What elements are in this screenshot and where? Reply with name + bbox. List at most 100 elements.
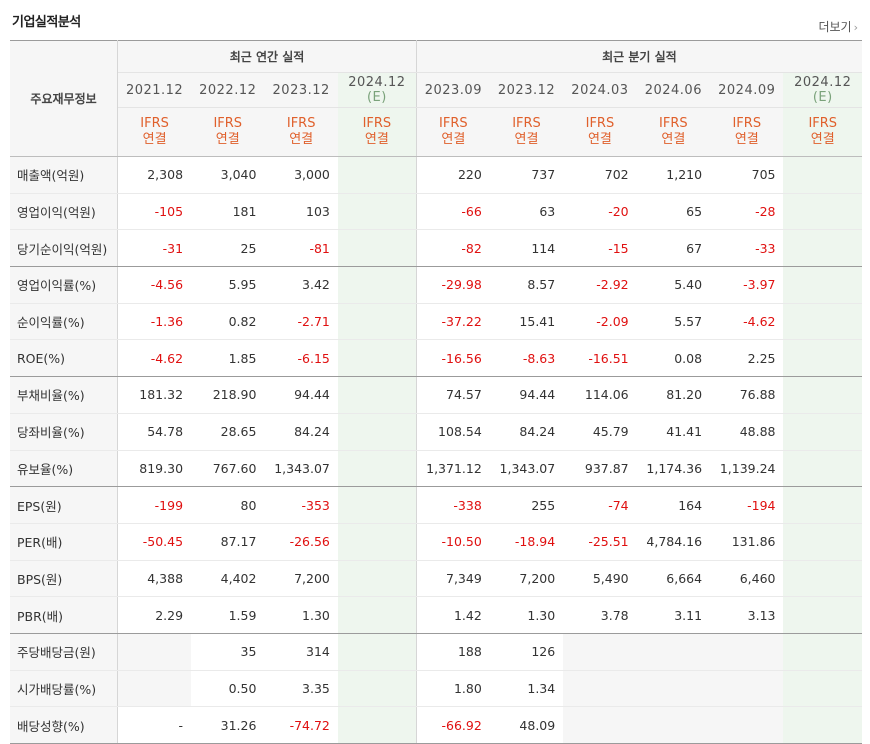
table-cell: 5,490 xyxy=(563,560,637,598)
table-cell xyxy=(337,633,417,671)
row-label: ROE(%) xyxy=(10,339,119,378)
consolidated-label: 연결 xyxy=(441,132,466,147)
table-cell: 702 xyxy=(563,156,637,194)
table-cell: -37.22 xyxy=(416,303,490,341)
table-cell: -18.94 xyxy=(489,523,564,561)
table-cell: -26.56 xyxy=(264,523,338,561)
table-cell xyxy=(563,706,637,744)
table-cell: -31 xyxy=(117,229,192,268)
period-label: 2022.12 xyxy=(199,82,257,98)
table-row: 당기순이익(억원) -31 25 -81 -82 114 -15 67 -33 xyxy=(10,229,862,268)
table-cell xyxy=(337,596,417,634)
accounting-standard: IFRS 연결 xyxy=(783,107,862,157)
table-cell: -50.45 xyxy=(117,523,192,561)
table-cell xyxy=(636,706,711,744)
consolidated-label: 연결 xyxy=(587,132,612,147)
row-label: BPS(원) xyxy=(10,560,119,598)
table-cell: 4,388 xyxy=(117,560,192,598)
table-cell xyxy=(337,413,417,451)
period-header: 2024.06 xyxy=(636,72,711,108)
table-cell xyxy=(783,339,862,378)
period-header: 2024.03 xyxy=(563,72,637,108)
group-annual-header: 최근 연간 실적 xyxy=(117,40,417,73)
period-label: 2023.12 xyxy=(272,82,330,98)
table-cell: 6,460 xyxy=(710,560,784,598)
accounting-standard: IFRS 연결 xyxy=(416,107,490,157)
table-row: 부채비율(%) 181.32 218.90 94.44 74.57 94.44 114.06… xyxy=(10,376,862,414)
consolidated-label: 연결 xyxy=(289,132,314,147)
table-cell: -16.56 xyxy=(416,339,490,378)
table-cell xyxy=(337,156,417,194)
table-cell: 1,210 xyxy=(636,156,711,194)
table-cell: -2.71 xyxy=(264,303,338,341)
table-cell: 15.41 xyxy=(489,303,564,341)
table-cell: 181.32 xyxy=(117,376,192,414)
table-cell xyxy=(783,413,862,451)
table-cell: 126 xyxy=(489,633,564,671)
estimate-label: (E) xyxy=(366,90,387,105)
accounting-standard: IFRS 연결 xyxy=(563,107,637,157)
table-cell: 1.34 xyxy=(489,670,564,708)
table-cell: 45.79 xyxy=(563,413,637,451)
more-label: 더보기 xyxy=(818,20,852,34)
table-cell: 1.30 xyxy=(264,596,338,634)
table-cell: -4.62 xyxy=(117,339,192,378)
table-cell: 3.13 xyxy=(710,596,784,634)
table-cell: -20 xyxy=(563,193,637,231)
more-link[interactable]: 더보기 › xyxy=(818,18,858,35)
chevron-right-icon: › xyxy=(853,21,858,34)
consolidated-label: 연결 xyxy=(514,132,539,147)
table-cell: 705 xyxy=(710,156,784,194)
row-label: 영업이익(억원) xyxy=(10,193,119,231)
standard-label: IFRS xyxy=(140,116,169,131)
period-label: 2024.09 xyxy=(718,82,776,98)
table-cell: 131.86 xyxy=(710,523,784,561)
table-cell: 63 xyxy=(489,193,564,231)
table-cell: -8.63 xyxy=(489,339,564,378)
table-cell: -15 xyxy=(563,229,637,268)
table-cell: 48.09 xyxy=(489,706,564,744)
table-cell: 737 xyxy=(489,156,564,194)
table-row: 영업이익(억원) -105 181 103 -66 63 -20 65 -28 xyxy=(10,193,862,231)
table-cell: 114 xyxy=(489,229,564,268)
table-cell xyxy=(337,486,417,524)
table-row: 배당성향(%) -31.26 -74.72 -66.92 48.09 xyxy=(10,706,862,744)
standard-label: IFRS xyxy=(585,116,615,131)
table-cell: 3.42 xyxy=(264,266,338,304)
period-label: 2024.03 xyxy=(571,82,629,98)
table-cell: 1.80 xyxy=(416,670,490,708)
standard-label: IFRS xyxy=(732,116,762,131)
table-cell xyxy=(337,303,417,341)
table-row: 유보율(%) 819.30 767.60 1,343.07 1,371.12 1,343.… xyxy=(10,450,862,488)
table-cell: 65 xyxy=(636,193,711,231)
period-header: 2024.12 (E) xyxy=(337,72,417,108)
table-cell: -4.56 xyxy=(117,266,192,304)
row-header-label: 주요재무정보 xyxy=(10,40,119,157)
standard-label: IFRS xyxy=(512,116,541,131)
standard-label: IFRS xyxy=(659,116,688,131)
table-cell: 1,371.12 xyxy=(416,450,490,488)
row-label: EPS(원) xyxy=(10,486,119,524)
table-cell: 3.78 xyxy=(563,596,637,634)
table-cell xyxy=(710,706,784,744)
table-cell: 76.88 xyxy=(710,376,784,414)
period-label: 2024.06 xyxy=(644,82,702,98)
table-cell xyxy=(783,229,862,268)
table-cell xyxy=(117,670,192,708)
table-cell xyxy=(783,596,862,634)
table-cell: -74 xyxy=(563,486,637,524)
table-cell: 4,784.16 xyxy=(636,523,711,561)
accounting-standard: IFRS 연결 xyxy=(117,107,192,157)
row-label: PER(배) xyxy=(10,523,119,561)
consolidated-label: 연결 xyxy=(215,132,240,147)
table-cell: 3,000 xyxy=(264,156,338,194)
table-cell: -66.92 xyxy=(416,706,490,744)
table-cell: 7,349 xyxy=(416,560,490,598)
table-cell xyxy=(710,633,784,671)
row-label: 부채비율(%) xyxy=(10,376,119,414)
period-header: 2023.12 xyxy=(489,72,564,108)
consolidated-label: 연결 xyxy=(810,132,835,147)
table-cell xyxy=(337,523,417,561)
table-cell xyxy=(783,523,862,561)
table-row: ROE(%) -4.62 1.85 -6.15 -16.56 -8.63 -16.51 0.0… xyxy=(10,339,862,378)
